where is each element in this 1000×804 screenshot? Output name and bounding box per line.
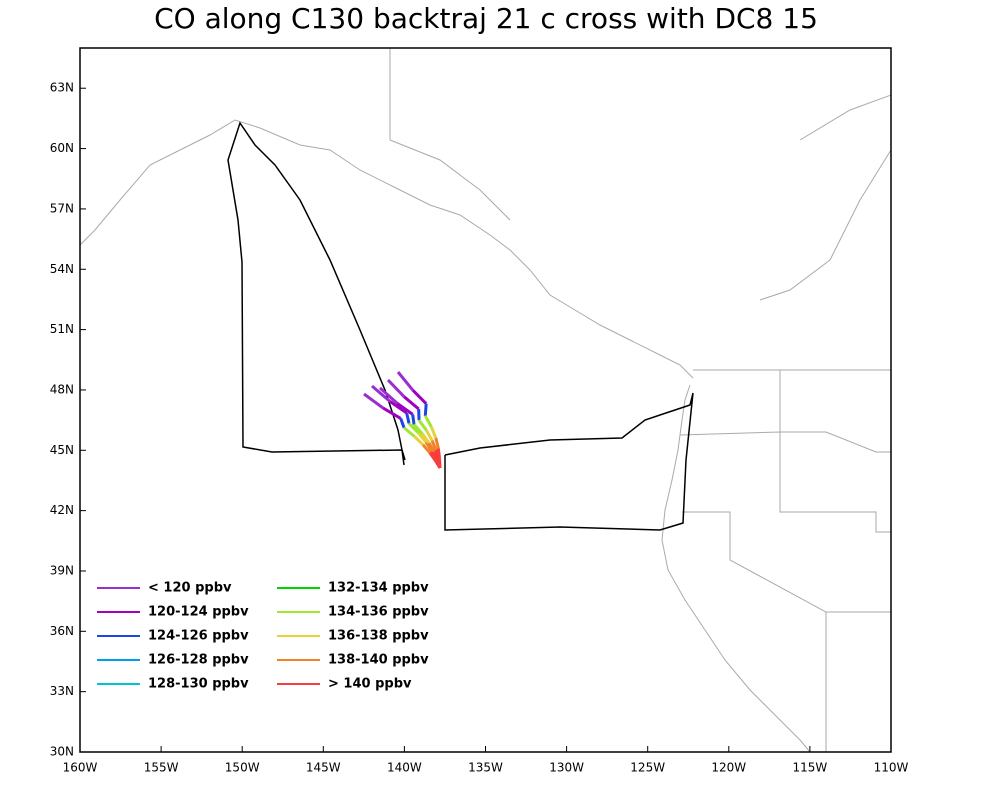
border (780, 370, 891, 452)
trajectory-segment (398, 372, 413, 390)
legend-label: 134-136 ppbv (328, 605, 429, 620)
trajectory-segment (425, 404, 426, 416)
x-tick-label: 145W (306, 761, 341, 775)
coastline (760, 150, 891, 300)
border (682, 512, 826, 752)
trajectory-segment (404, 397, 419, 409)
x-tick-label: 130W (549, 761, 584, 775)
y-tick-label: 63N (50, 81, 74, 95)
track-segment (228, 123, 405, 465)
legend-label: 136-138 ppbv (328, 629, 429, 644)
y-tick-label: 51N (50, 322, 74, 336)
y-tick-label: 33N (50, 684, 74, 698)
coastline (662, 385, 810, 752)
flight-track (228, 123, 693, 530)
coastlines (80, 48, 891, 752)
trajectory-segment (388, 380, 404, 397)
legend-label: 120-124 ppbv (148, 605, 249, 620)
x-tick-label: 150W (225, 761, 260, 775)
border (680, 432, 891, 532)
x-tick-label: 125W (630, 761, 665, 775)
y-tick-label: 36N (50, 624, 74, 638)
y-tick-label: 48N (50, 382, 74, 396)
x-tick-label: 135W (468, 761, 503, 775)
y-tick-label: 54N (50, 262, 74, 276)
legend-label: 128-130 ppbv (148, 677, 249, 692)
coastline (800, 95, 891, 140)
y-tick-label: 57N (50, 201, 74, 215)
trajectory-segment (425, 416, 431, 427)
y-tick-label: 39N (50, 563, 74, 577)
legend-label: 126-128 ppbv (148, 653, 249, 668)
trajectory-segment (401, 418, 404, 427)
legend-label: 132-134 ppbv (328, 581, 429, 596)
map-frame (80, 48, 891, 752)
x-tick-label: 160W (63, 761, 98, 775)
trajectory-segment (364, 394, 383, 408)
trajectory-segment (407, 413, 409, 423)
title: CO along C130 backtraj 21 c cross with D… (154, 2, 818, 35)
trajectory-segment (413, 390, 426, 403)
legend-label: > 140 ppbv (328, 677, 412, 692)
y-tick-label: 42N (50, 503, 74, 517)
trajectory-segment (436, 438, 439, 448)
x-tick-label: 140W (387, 761, 422, 775)
trajectory-segment (413, 414, 414, 424)
x-tick-label: 120W (711, 761, 746, 775)
track-segment (445, 393, 693, 530)
legend-label: < 120 ppbv (148, 581, 232, 596)
coastline (80, 120, 693, 378)
x-tick-label: 115W (793, 761, 828, 775)
y-tick-label: 60N (50, 141, 74, 155)
x-tick-label: 110W (874, 761, 909, 775)
y-tick-label: 30N (50, 745, 74, 759)
y-tick-label: 45N (50, 443, 74, 457)
trajectory-segment (432, 427, 436, 438)
legend-label: 138-140 ppbv (328, 653, 429, 668)
x-tick-label: 155W (144, 761, 179, 775)
legend-label: 124-126 ppbv (148, 629, 249, 644)
trajectory-segment (419, 420, 426, 430)
